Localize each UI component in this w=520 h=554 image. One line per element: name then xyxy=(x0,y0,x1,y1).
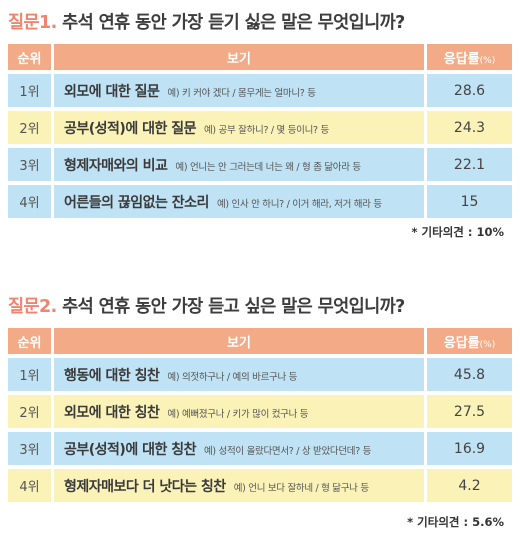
header-percent-label: 응답률 xyxy=(443,51,480,67)
row-example: 예) 공부 잘하니? / 몇 등이니? 등 xyxy=(203,124,329,136)
row-answer: 형제자매보다 더 낫다는 칭찬 xyxy=(64,478,226,495)
header-percent-label: 응답률 xyxy=(443,335,480,351)
other-opinion-note: * 기타의견 : 5.6% xyxy=(407,515,504,529)
table-row: 3위 형제자매와의 비교 예) 언니는 안 그러는데 너는 왜 / 형 좀 닮아라… xyxy=(8,148,512,181)
row-example: 예) 키 커야 겠다 / 몸무게는 얼마니? 등 xyxy=(167,87,316,99)
row-example: 예) 언니 보다 잘하네 / 형 닮구나 등 xyxy=(233,482,369,494)
other-opinion-note: * 기타의견 : 10% xyxy=(411,225,504,239)
row-value: 28.6 xyxy=(424,74,512,107)
table-row: 2위 공부(성적)에 대한 질문 예) 공부 잘하니? / 몇 등이니? 등 24… xyxy=(8,111,512,144)
header-option: 보기 xyxy=(54,328,424,354)
table-row: 1위 행동에 대한 칭찬 예) 의젓하구나 / 예의 바르구나 등 45.8 xyxy=(8,358,512,391)
row-value: 45.8 xyxy=(424,358,512,391)
header-percent: 응답률(%) xyxy=(424,44,512,70)
row-option: 공부(성적)에 대한 칭찬 예) 성적이 올랐다면서? / 상 받았다던데? 등 xyxy=(54,432,424,465)
row-rank: 3위 xyxy=(8,148,54,181)
header-percent-unit: (%) xyxy=(479,339,496,350)
question-1-text: 추석 연휴 동안 가장 듣기 싫은 말은 무엇입니까? xyxy=(62,13,405,33)
table-row: 4위 어른들의 끊임없는 잔소리 예) 인사 안 하니? / 이거 해라, 저거 … xyxy=(8,185,512,218)
row-value: 16.9 xyxy=(424,432,512,465)
row-answer: 공부(성적)에 대한 칭찬 xyxy=(64,441,196,458)
row-rank: 1위 xyxy=(8,74,54,107)
row-rank: 2위 xyxy=(8,111,54,144)
survey-1: 질문1. 추석 연휴 동안 가장 듣기 싫은 말은 무엇입니까? 순위 보기 응… xyxy=(8,6,512,242)
row-rank: 2위 xyxy=(8,395,54,428)
row-option: 공부(성적)에 대한 질문 예) 공부 잘하니? / 몇 등이니? 등 xyxy=(54,111,424,144)
survey-1-table: 순위 보기 응답률(%) 1위 외모에 대한 질문 예) 키 커야 겠다 / 몸무… xyxy=(8,40,512,222)
table-row: 3위 공부(성적)에 대한 칭찬 예) 성적이 올랐다면서? / 상 받았다던데?… xyxy=(8,432,512,465)
question-2-text: 추석 연휴 동안 가장 듣고 싶은 말은 무엇입니까? xyxy=(62,297,405,317)
row-value: 22.1 xyxy=(424,148,512,181)
row-answer: 공부(성적)에 대한 질문 xyxy=(64,120,196,137)
row-example: 예) 예뻐졌구나 / 키가 많이 컸구나 등 xyxy=(167,408,309,420)
row-option: 외모에 대한 칭찬 예) 예뻐졌구나 / 키가 많이 컸구나 등 xyxy=(54,395,424,428)
table-header-row: 순위 보기 응답률(%) xyxy=(8,328,512,354)
row-answer: 어른들의 끊임없는 잔소리 xyxy=(64,194,209,211)
question-2-title: 질문2. 추석 연휴 동안 가장 듣고 싶은 말은 무엇입니까? xyxy=(8,290,512,324)
header-percent: 응답률(%) xyxy=(424,328,512,354)
row-option: 어른들의 끊임없는 잔소리 예) 인사 안 하니? / 이거 해라, 저거 해라 … xyxy=(54,185,424,218)
table-row: 1위 외모에 대한 질문 예) 키 커야 겠다 / 몸무게는 얼마니? 등 28.… xyxy=(8,74,512,107)
row-value: 15 xyxy=(424,185,512,218)
row-option: 외모에 대한 질문 예) 키 커야 겠다 / 몸무게는 얼마니? 등 xyxy=(54,74,424,107)
row-value: 24.3 xyxy=(424,111,512,144)
row-option: 행동에 대한 칭찬 예) 의젓하구나 / 예의 바르구나 등 xyxy=(54,358,424,391)
question-1-label: 질문1. xyxy=(8,13,57,33)
row-answer: 외모에 대한 칭찬 xyxy=(64,404,160,421)
row-answer: 외모에 대한 질문 xyxy=(64,83,160,100)
header-percent-unit: (%) xyxy=(479,55,496,66)
row-option: 형제자매와의 비교 예) 언니는 안 그러는데 너는 왜 / 형 좀 닮아라 등 xyxy=(54,148,424,181)
row-rank: 4위 xyxy=(8,185,54,218)
row-value: 27.5 xyxy=(424,395,512,428)
survey-2: 질문2. 추석 연휴 동안 가장 듣고 싶은 말은 무엇입니까? 순위 보기 응… xyxy=(8,290,512,532)
table-row: 2위 외모에 대한 칭찬 예) 예뻐졌구나 / 키가 많이 컸구나 등 27.5 xyxy=(8,395,512,428)
question-2-label: 질문2. xyxy=(8,297,57,317)
survey-2-table: 순위 보기 응답률(%) 1위 행동에 대한 칭찬 예) 의젓하구나 / 예의 바… xyxy=(8,324,512,506)
table-row: 4위 형제자매보다 더 낫다는 칭찬 예) 언니 보다 잘하네 / 형 닮구나 등… xyxy=(8,469,512,502)
header-option: 보기 xyxy=(54,44,424,70)
row-example: 예) 의젓하구나 / 예의 바르구나 등 xyxy=(167,371,298,383)
row-option: 형제자매보다 더 낫다는 칭찬 예) 언니 보다 잘하네 / 형 닮구나 등 xyxy=(54,469,424,502)
header-rank: 순위 xyxy=(8,44,54,70)
row-example: 예) 언니는 안 그러는데 너는 왜 / 형 좀 닮아라 등 xyxy=(175,161,361,173)
table-header-row: 순위 보기 응답률(%) xyxy=(8,44,512,70)
row-answer: 행동에 대한 칭찬 xyxy=(64,367,160,384)
row-example: 예) 성적이 올랐다면서? / 상 받았다던데? 등 xyxy=(203,445,372,457)
row-value: 4.2 xyxy=(424,469,512,502)
row-rank: 1위 xyxy=(8,358,54,391)
row-answer: 형제자매와의 비교 xyxy=(64,157,168,174)
question-1-title: 질문1. 추석 연휴 동안 가장 듣기 싫은 말은 무엇입니까? xyxy=(8,6,512,40)
header-rank: 순위 xyxy=(8,328,54,354)
row-rank: 4위 xyxy=(8,469,54,502)
row-example: 예) 인사 안 하니? / 이거 해라, 저거 해라 등 xyxy=(216,198,382,210)
row-rank: 3위 xyxy=(8,432,54,465)
